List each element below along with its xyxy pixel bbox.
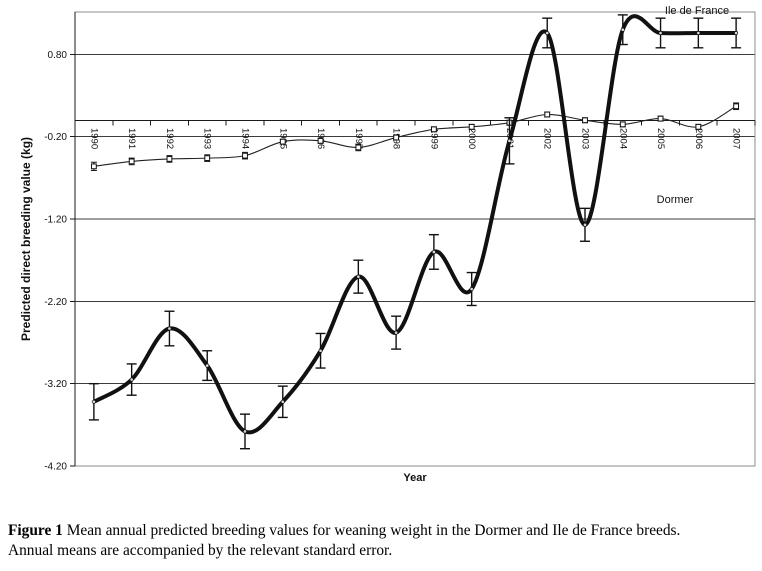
data-point-dot xyxy=(659,31,662,35)
data-point-dot xyxy=(508,139,511,143)
data-point-dot xyxy=(319,349,322,353)
data-point-marker xyxy=(128,158,135,165)
data-point-dot xyxy=(394,331,398,334)
data-point-marker xyxy=(619,121,626,128)
data-point-marker xyxy=(355,144,362,151)
x-tick-label: 2007 xyxy=(731,128,742,149)
x-tick-label: 1999 xyxy=(428,128,439,149)
data-point-dot xyxy=(357,275,360,278)
data-point-dot xyxy=(583,223,587,227)
y-tick-label: -0.20 xyxy=(44,132,67,143)
x-tick-label: 1993 xyxy=(202,128,213,149)
x-tick-label: 1995 xyxy=(277,128,288,149)
plot-border xyxy=(74,11,756,467)
series-label-dormer: Dormer xyxy=(657,194,694,206)
data-point-marker xyxy=(166,156,173,162)
data-point-dot xyxy=(697,31,700,35)
figure-caption-text: Mean annual predicted breeding values fo… xyxy=(62,522,681,539)
data-point-dot xyxy=(281,400,285,404)
y-tick-label: 0.80 xyxy=(48,50,68,61)
y-axis-title: Predicted direct breeding value (kg) xyxy=(19,137,33,341)
figure-caption-line-2: Annual means are accompanied by the rele… xyxy=(8,542,393,559)
data-point-marker xyxy=(733,103,740,110)
x-tick-label: 1994 xyxy=(240,128,251,149)
y-tick-label: -2.20 xyxy=(44,297,67,308)
x-tick-label: 1992 xyxy=(164,128,175,149)
x-tick-label: 1990 xyxy=(88,128,99,149)
series-ile-de-france-line xyxy=(91,14,739,435)
data-point-dot xyxy=(621,28,625,32)
figure-caption: Figure 1 Mean annual predicted breeding … xyxy=(8,521,758,561)
y-tick-label: -4.20 xyxy=(44,462,67,473)
x-tick-label: 2000 xyxy=(466,128,477,149)
x-tick-label: 2003 xyxy=(580,128,591,149)
x-axis-title: Year xyxy=(403,472,427,484)
x-tick-label: 2002 xyxy=(542,128,553,149)
data-point-marker xyxy=(204,155,211,162)
data-point-marker xyxy=(657,115,664,122)
chart-plot-area: 0.80 -0.20 -1.20 -2.20 -3.20 -4.20 1990 1991 199… xyxy=(44,11,756,473)
data-point-dot xyxy=(130,378,133,381)
figure-caption-line-1: Figure 1 Mean annual predicted breeding … xyxy=(8,521,758,541)
data-point-marker xyxy=(393,134,400,141)
x-tick-label: 2004 xyxy=(617,128,628,149)
data-point-marker xyxy=(544,111,551,118)
data-point-marker xyxy=(695,123,702,130)
data-point-marker xyxy=(279,138,286,145)
x-tick-label: 2006 xyxy=(693,128,704,149)
x-tick-label: 1997 xyxy=(353,128,364,149)
data-point-marker xyxy=(430,126,437,133)
data-point-marker xyxy=(468,123,475,130)
data-point-dot xyxy=(92,400,96,404)
data-point-marker xyxy=(317,137,324,144)
x-tick-label: 2005 xyxy=(655,128,666,149)
data-point-marker xyxy=(242,152,248,159)
data-point-dot xyxy=(470,287,473,291)
y-tick-label: -1.20 xyxy=(44,215,67,226)
series-dormer-line xyxy=(93,105,737,167)
data-point-dot xyxy=(168,327,171,330)
data-point-dot xyxy=(243,430,247,433)
data-point-dot xyxy=(734,31,738,35)
data-point-dot xyxy=(205,364,209,367)
data-point-dot xyxy=(432,250,436,254)
data-point-dot xyxy=(545,31,549,35)
breeding-values-chart: 0.80 -0.20 -1.20 -2.20 -3.20 -4.20 1990 1991 199… xyxy=(19,5,756,484)
x-tick-label: 1991 xyxy=(126,128,137,149)
figure-number: Figure 1 xyxy=(8,522,63,539)
y-tick-label: -3.20 xyxy=(44,379,67,390)
data-point-marker xyxy=(582,117,588,124)
data-point-marker xyxy=(90,163,97,170)
series-label-ile-de-france: Ile de France xyxy=(665,5,729,17)
chart-svg: 0.80 -0.20 -1.20 -2.20 -3.20 -4.20 1990 1991 199… xyxy=(19,5,756,484)
